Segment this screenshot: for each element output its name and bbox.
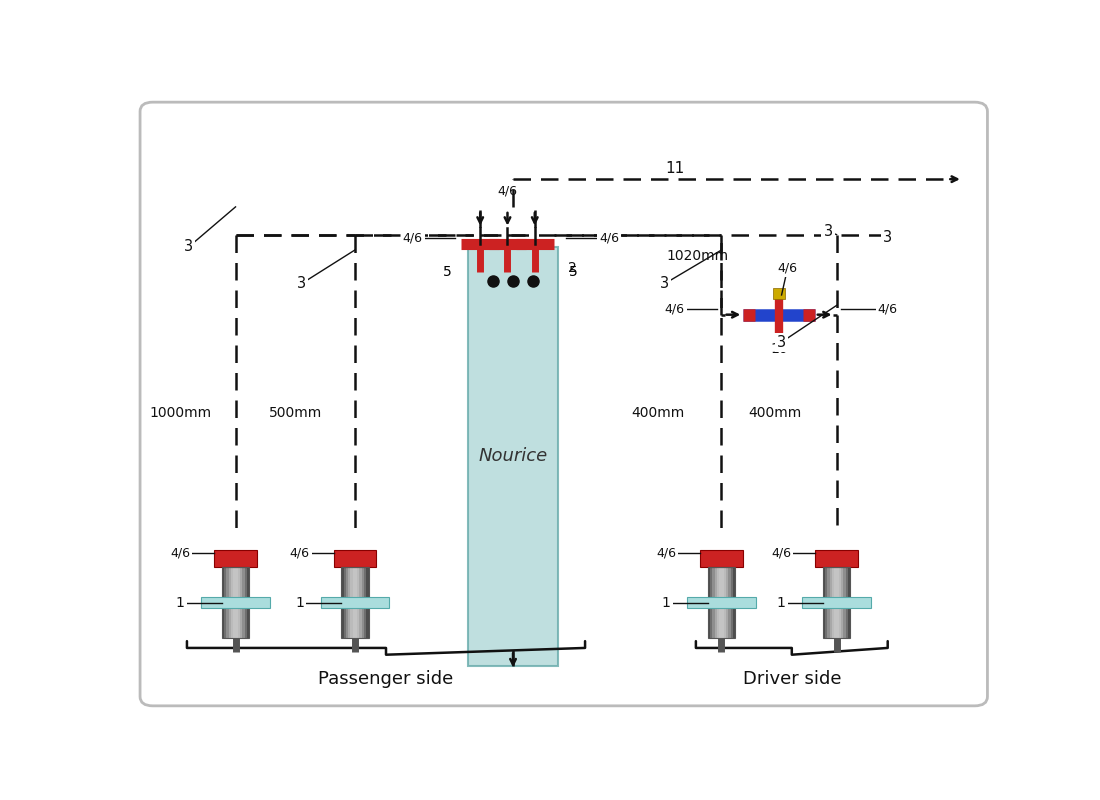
Bar [343,567,345,638]
Bar [231,567,233,638]
Bar [345,567,348,638]
Bar [244,567,246,638]
Bar [364,567,366,638]
Text: 1: 1 [661,596,671,610]
Bar [688,598,756,608]
Text: 4/6: 4/6 [664,302,684,315]
Bar [773,288,785,299]
Bar [333,550,376,567]
Bar [715,567,717,638]
Bar [726,567,728,638]
Bar [722,567,724,638]
Text: 1: 1 [176,596,185,610]
Bar [242,567,244,638]
Bar [802,598,870,608]
Bar [362,567,364,638]
Bar [829,567,832,638]
Bar [730,567,733,638]
Bar [469,247,558,666]
Text: 4/6: 4/6 [598,231,619,244]
Bar [719,567,722,638]
Text: 1020mm: 1020mm [666,249,728,263]
Bar [827,567,829,638]
Text: 10: 10 [770,342,788,355]
Bar [227,567,229,638]
Bar [214,550,257,567]
Bar [246,567,250,638]
Bar [839,567,842,638]
Bar [240,567,242,638]
Text: 1: 1 [295,596,304,610]
Text: Nourice: Nourice [478,447,548,466]
Bar [358,567,360,638]
Text: 4/6: 4/6 [403,231,422,244]
Text: 5: 5 [569,265,578,278]
Bar [201,598,270,608]
Text: 3: 3 [660,276,669,291]
Bar [724,567,726,638]
Bar [321,598,389,608]
Text: 4/6: 4/6 [778,262,798,275]
Bar [823,567,850,638]
Bar [366,567,368,638]
Bar [848,567,850,638]
Text: 5: 5 [442,265,451,278]
Text: 1000mm: 1000mm [150,406,211,420]
Bar [717,567,719,638]
Text: 3: 3 [297,276,306,291]
Bar [846,567,848,638]
Text: Passenger side: Passenger side [318,670,453,688]
Text: 3: 3 [824,224,833,239]
Bar [341,567,368,638]
Bar [222,567,250,638]
Bar [844,567,846,638]
Text: Driver side: Driver side [742,670,842,688]
Text: 11: 11 [664,161,684,175]
Bar [348,567,350,638]
Text: 3: 3 [777,335,785,350]
Bar [728,567,730,638]
Text: 3: 3 [184,239,194,254]
Text: 1: 1 [777,596,785,610]
Text: 4/6: 4/6 [289,546,309,559]
Bar [224,567,227,638]
Bar [836,567,839,638]
Bar [842,567,844,638]
Bar [222,567,224,638]
Bar [353,567,355,638]
Bar [815,550,858,567]
Bar [238,567,240,638]
Bar [360,567,362,638]
Bar [233,567,235,638]
Bar [832,567,834,638]
Text: 4/6: 4/6 [497,185,517,198]
Bar [733,567,735,638]
Text: 3: 3 [883,230,892,245]
Bar [713,567,715,638]
Text: 2: 2 [568,262,576,275]
Bar [834,567,836,638]
Bar [700,550,743,567]
Text: 4/6: 4/6 [771,546,791,559]
Bar [235,567,238,638]
Bar [350,567,353,638]
Text: 4/6: 4/6 [656,546,676,559]
Bar [825,567,827,638]
Bar [229,567,231,638]
Bar [711,567,713,638]
Bar [341,567,343,638]
Bar [707,567,711,638]
Text: 4/6: 4/6 [170,546,190,559]
Bar [707,567,735,638]
Bar [355,567,358,638]
Text: 400mm: 400mm [631,406,684,420]
Text: 400mm: 400mm [748,406,802,420]
Bar [823,567,825,638]
Text: 500mm: 500mm [268,406,322,420]
FancyBboxPatch shape [140,102,988,706]
Text: 4/6: 4/6 [878,302,898,315]
